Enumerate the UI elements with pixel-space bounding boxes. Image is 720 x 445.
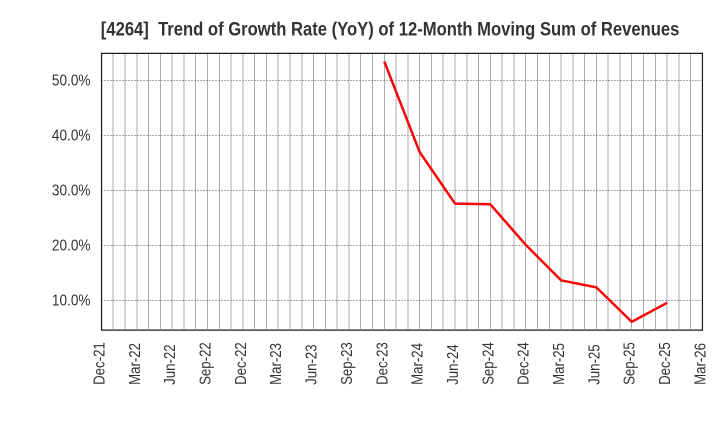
svg-text:Sep-23: Sep-23: [339, 342, 356, 385]
svg-text:Jun-24: Jun-24: [445, 344, 462, 385]
svg-text:Mar-22: Mar-22: [127, 343, 144, 385]
svg-text:40.0%: 40.0%: [52, 127, 91, 144]
svg-text:10.0%: 10.0%: [52, 292, 91, 309]
svg-text:Dec-21: Dec-21: [91, 342, 108, 385]
svg-text:Jun-22: Jun-22: [162, 344, 179, 385]
svg-text:[4264] Trend of Growth Rate (: [4264] Trend of Growth Rate (YoY) of 12-…: [101, 19, 680, 40]
svg-text:Jun-25: Jun-25: [586, 344, 603, 385]
svg-text:Mar-24: Mar-24: [410, 343, 427, 385]
svg-text:Sep-22: Sep-22: [198, 342, 215, 385]
svg-text:Jun-23: Jun-23: [304, 344, 321, 385]
svg-text:Sep-24: Sep-24: [480, 342, 497, 385]
svg-text:Dec-25: Dec-25: [657, 342, 674, 385]
svg-text:Mar-25: Mar-25: [551, 343, 568, 385]
svg-text:Sep-25: Sep-25: [622, 342, 639, 385]
svg-text:Dec-23: Dec-23: [374, 342, 391, 385]
svg-text:50.0%: 50.0%: [52, 72, 91, 89]
svg-text:Mar-26: Mar-26: [692, 343, 709, 385]
svg-text:Dec-24: Dec-24: [516, 342, 533, 385]
svg-text:Mar-23: Mar-23: [268, 343, 285, 385]
svg-text:30.0%: 30.0%: [52, 182, 91, 199]
svg-text:20.0%: 20.0%: [52, 237, 91, 254]
svg-text:Dec-22: Dec-22: [233, 342, 250, 385]
